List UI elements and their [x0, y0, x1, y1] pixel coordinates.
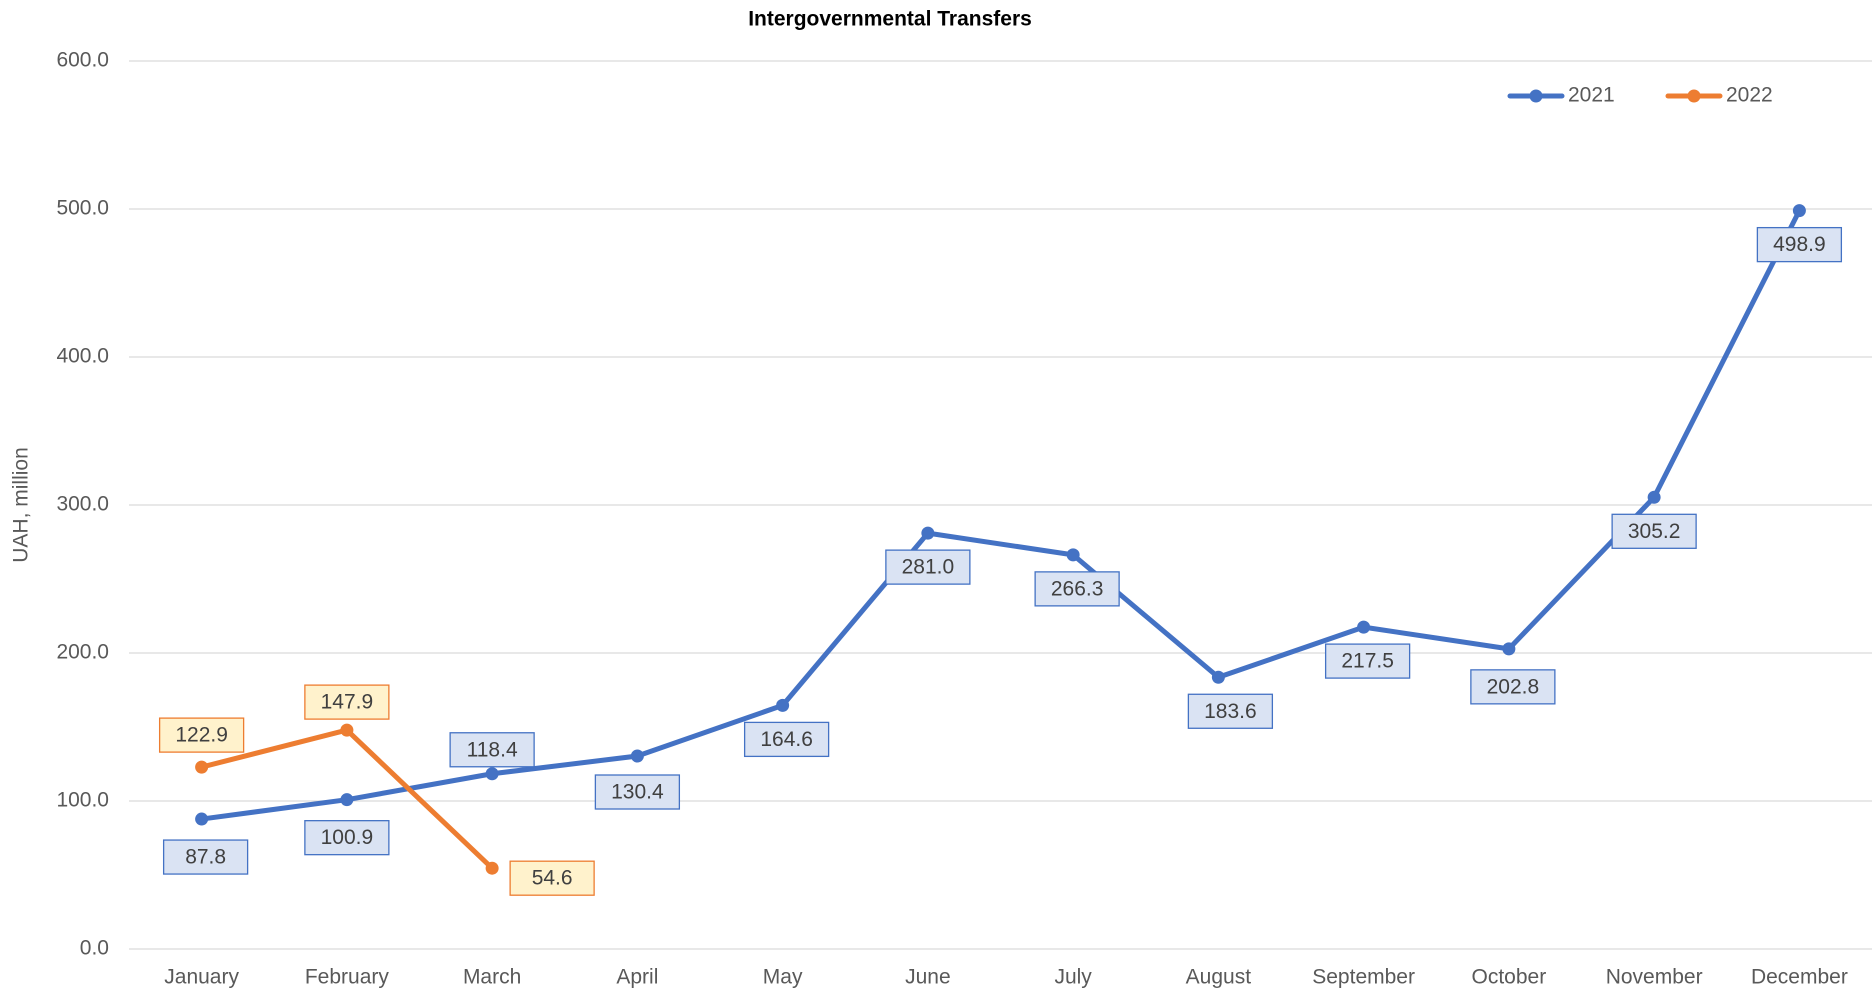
x-tick-label: February	[305, 966, 390, 989]
data-label-box	[885, 549, 971, 585]
data-label-box	[594, 774, 681, 810]
data-label: 130.4	[611, 781, 664, 804]
data-point	[1502, 642, 1516, 656]
x-tick-label: May	[763, 966, 803, 989]
data-point	[776, 698, 790, 712]
y-tick-label: 400.0	[56, 345, 109, 368]
data-point	[195, 812, 209, 826]
data-point	[1792, 204, 1806, 218]
data-label: 183.6	[1204, 700, 1257, 723]
data-label: 217.5	[1341, 650, 1394, 673]
x-tick-label: November	[1606, 966, 1703, 989]
data-point	[1647, 490, 1661, 504]
x-tick-label: March	[463, 966, 521, 989]
data-label: 266.3	[1051, 577, 1104, 600]
data-label-box	[449, 732, 535, 768]
data-label-box	[1034, 571, 1120, 607]
legend-label: 2022	[1726, 84, 1773, 107]
y-axis-label: UAH, million	[10, 447, 33, 563]
y-tick-label: 200.0	[56, 641, 109, 664]
y-tick-label: 300.0	[56, 493, 109, 516]
data-label-box	[158, 717, 245, 753]
data-point	[630, 749, 644, 763]
data-point	[1066, 548, 1080, 562]
y-tick-label: 100.0	[56, 789, 109, 812]
data-point	[340, 793, 354, 807]
data-label-box	[509, 860, 595, 896]
data-point	[340, 723, 354, 737]
legend-marker	[1529, 89, 1543, 103]
data-label: 202.8	[1487, 675, 1540, 698]
data-point	[485, 767, 499, 781]
data-label-box	[304, 820, 390, 856]
data-label-box	[1470, 669, 1556, 705]
x-tick-label: August	[1186, 966, 1252, 989]
data-label-box	[304, 684, 390, 720]
data-point	[1357, 620, 1371, 634]
x-tick-label: April	[616, 966, 658, 989]
data-point	[1211, 670, 1225, 684]
data-label: 100.9	[321, 826, 374, 849]
data-label: 147.9	[321, 691, 374, 714]
data-label: 87.8	[185, 846, 226, 869]
x-tick-label: October	[1472, 966, 1547, 989]
data-label-box	[1187, 693, 1274, 729]
data-label: 122.9	[175, 724, 228, 747]
data-label: 164.6	[760, 728, 813, 751]
data-label-box	[162, 839, 249, 875]
data-label-box	[1611, 513, 1697, 549]
x-tick-label: January	[164, 966, 239, 989]
data-label: 498.9	[1773, 233, 1826, 256]
y-tick-label: 600.0	[56, 49, 109, 72]
data-point	[485, 861, 499, 875]
legend-label: 2021	[1568, 84, 1615, 107]
data-label: 281.0	[902, 556, 955, 579]
data-label-box	[1756, 226, 1843, 263]
legend-marker	[1687, 89, 1701, 103]
series-line	[199, 208, 1802, 822]
y-tick-label: 500.0	[56, 197, 109, 220]
x-tick-label: September	[1312, 966, 1415, 989]
x-tick-label: December	[1751, 966, 1848, 989]
data-point	[921, 526, 935, 540]
data-label: 118.4	[467, 738, 518, 761]
y-tick-label: 0.0	[80, 937, 109, 960]
data-label: 305.2	[1628, 520, 1681, 543]
x-tick-label: July	[1054, 966, 1092, 989]
data-label-box	[743, 721, 830, 758]
x-tick-label: June	[905, 966, 951, 989]
data-label-box	[1324, 643, 1411, 679]
chart-title: Intergovernmental Transfers	[748, 8, 1032, 31]
data-label: 54.6	[532, 867, 573, 890]
data-point	[195, 760, 209, 774]
